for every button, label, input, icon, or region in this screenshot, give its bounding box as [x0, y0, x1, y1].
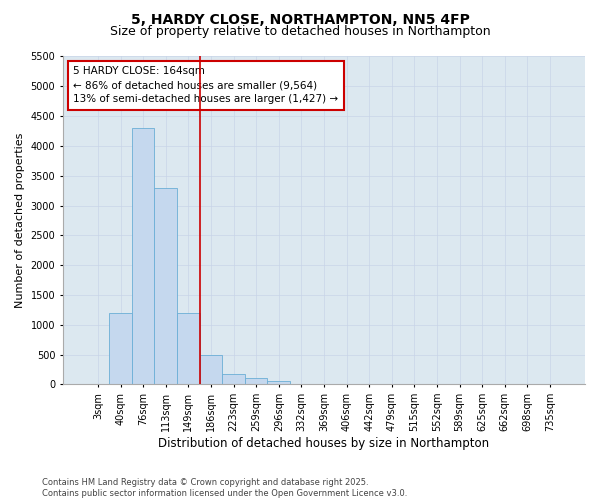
Text: Size of property relative to detached houses in Northampton: Size of property relative to detached ho…	[110, 25, 490, 38]
Bar	[154, 188, 177, 384]
Bar	[177, 313, 200, 384]
Y-axis label: Number of detached properties: Number of detached properties	[15, 132, 25, 308]
Bar	[200, 354, 222, 384]
Text: 5 HARDY CLOSE: 164sqm
← 86% of detached houses are smaller (9,564)
13% of semi-d: 5 HARDY CLOSE: 164sqm ← 86% of detached …	[73, 66, 338, 104]
Text: Contains HM Land Registry data © Crown copyright and database right 2025.
Contai: Contains HM Land Registry data © Crown c…	[42, 478, 407, 498]
Text: 5, HARDY CLOSE, NORTHAMPTON, NN5 4FP: 5, HARDY CLOSE, NORTHAMPTON, NN5 4FP	[131, 12, 469, 26]
X-axis label: Distribution of detached houses by size in Northampton: Distribution of detached houses by size …	[158, 437, 490, 450]
Bar	[222, 374, 245, 384]
Bar	[268, 380, 290, 384]
Bar	[132, 128, 154, 384]
Bar	[109, 313, 132, 384]
Bar	[245, 378, 268, 384]
